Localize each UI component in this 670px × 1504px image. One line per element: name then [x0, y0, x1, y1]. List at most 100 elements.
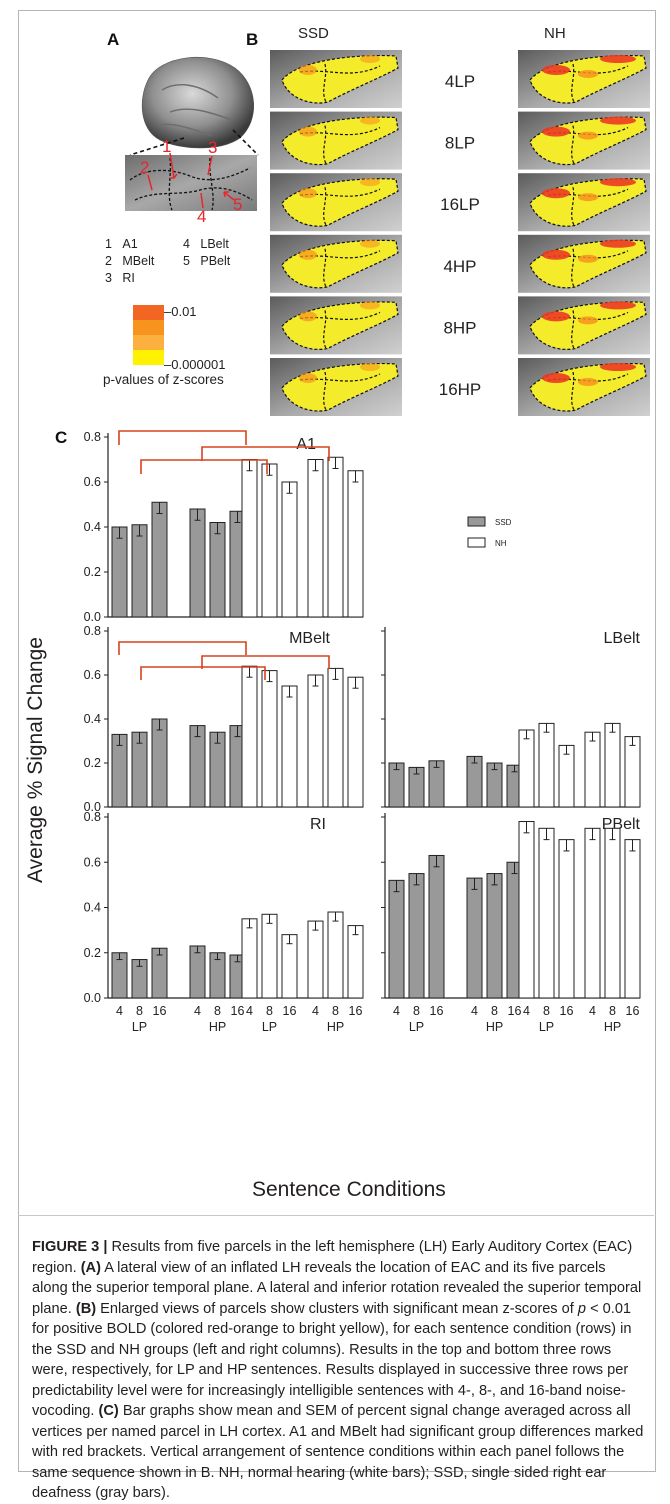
x-tick-label: 4 [246, 1004, 253, 1018]
legend-swatch-nh [467, 537, 486, 548]
bar-nh-16-hp [624, 839, 641, 999]
significance-bracket-a1-1 [118, 430, 247, 445]
bar-ssd-16-lp [151, 501, 168, 618]
p-value-colorbar: –0.01 –0.000001 [133, 304, 273, 400]
bar-chart-mbelt: 0.0 0.2 0.4 0.6 0.8 MBelt [84, 624, 364, 814]
bar-nh-16-lp [281, 685, 298, 808]
nh-activation-map-8LP [518, 111, 650, 170]
bar-nh-4-lp [241, 665, 258, 808]
significance-bracket-a1-2 [140, 459, 268, 474]
bar-ssd-8-lp [408, 873, 425, 999]
condition-label-4HP: 4HP [443, 257, 476, 276]
x-tick-label: 16 [153, 1004, 167, 1018]
x-tick-label: 8 [332, 1004, 339, 1018]
bar-nh-4-hp [307, 459, 324, 618]
column-header-nh: NH [544, 25, 566, 42]
y-tick-label: 0.4 [84, 520, 101, 534]
significance-bracket-mbelt-3 [201, 655, 330, 669]
y-tick-label: 0.6 [84, 668, 101, 682]
x-tick-label: 8 [266, 1004, 273, 1018]
bar-nh-16-hp [624, 736, 641, 808]
panel-title-a1: A1 [296, 436, 316, 453]
condition-label-16HP: 16HP [439, 380, 482, 399]
panel-a-label: A [107, 30, 120, 49]
panel-title-mbelt: MBelt [289, 630, 330, 647]
bar-nh-4-lp [241, 918, 258, 999]
y-tick-label: 0.4 [84, 712, 101, 726]
bar-nh-4-hp [584, 731, 601, 808]
marker-2: 2 [140, 158, 149, 177]
y-tick-label: 0.8 [84, 430, 101, 444]
y-tick-label: 0.6 [84, 475, 101, 489]
nh-activation-map-16LP [518, 173, 650, 232]
x-tick-label: 8 [543, 1004, 550, 1018]
bar-ssd-8-hp [486, 873, 503, 999]
figure-label: FIGURE 3 | [32, 1239, 108, 1255]
bar-ssd-4-hp [466, 755, 483, 808]
figure-caption: FIGURE 3 | Results from five parcels in … [18, 1215, 654, 1504]
x-tick-label: 4 [393, 1004, 400, 1018]
bar-nh-4-hp [584, 827, 601, 999]
bar-ssd-4-hp [189, 945, 206, 999]
bar-nh-8-hp [327, 456, 344, 618]
colorbar-top-label: 0.01 [171, 304, 197, 319]
x-tick-label: 16 [349, 1004, 363, 1018]
colorbar-swatch-1 [133, 305, 164, 320]
panel-title-ri: RI [310, 816, 326, 833]
parcel-markers: 1 2 3 4 5 [140, 137, 242, 226]
x-axis-title: Sentence Conditions [252, 1178, 446, 1201]
bar-nh-8-hp [327, 911, 344, 999]
legend-label-ssd: SSD [495, 518, 512, 527]
panel-c-label: C [55, 428, 68, 447]
x-tick-label: 4 [312, 1004, 319, 1018]
bar-nh-8-lp [538, 827, 555, 999]
bar-nh-4-lp [518, 729, 535, 808]
bar-ssd-16-lp [151, 947, 168, 999]
condition-label-16LP: 16LP [440, 195, 480, 214]
condition-label-4LP: 4LP [445, 72, 475, 91]
x-tick-label: 8 [413, 1004, 420, 1018]
bar-nh-8-hp [604, 722, 621, 808]
ssd-activation-map-16LP [270, 173, 402, 232]
bar-nh-16-hp [347, 676, 364, 808]
colorbar-swatch-3 [133, 335, 164, 350]
x-group-label: HP [327, 1020, 344, 1034]
ssd-activation-map-8LP [270, 111, 402, 170]
x-group-label: HP [209, 1020, 226, 1034]
colorbar-swatch-2 [133, 320, 164, 335]
x-tick-label: 16 [430, 1004, 444, 1018]
x-group-label: HP [486, 1020, 503, 1034]
x-tick-label: 8 [491, 1004, 498, 1018]
marker-4: 4 [197, 207, 206, 226]
y-tick-label: 0.4 [84, 901, 101, 915]
inflated-brain [141, 57, 254, 149]
bar-ssd-8-hp [209, 522, 226, 618]
ssd-activation-map-4HP [270, 234, 402, 293]
marker-3: 3 [208, 138, 217, 157]
column-header-ssd: SSD [298, 25, 329, 42]
x-tick-label: 16 [626, 1004, 640, 1018]
ssd-activation-map-16HP [270, 358, 402, 416]
bar-charts: 0.0 0.2 0.4 0.6 0.8 A1 0.0 0.2 0.4 0.6 0.8 MBelt LBe… [84, 430, 641, 1034]
colorbar-swatch-4 [133, 350, 164, 365]
panel-b-brain-grid: 4LP 8LP 16LP 4HP 8HP 16HP [270, 50, 650, 416]
x-tick-label: 4 [194, 1004, 201, 1018]
x-tick-label: 16 [231, 1004, 245, 1018]
x-tick-label: 4 [471, 1004, 478, 1018]
x-tick-label: 4 [589, 1004, 596, 1018]
superior-temporal-plane-view [125, 155, 257, 211]
significance-bracket-a1-3 [201, 446, 330, 461]
marker-1: 1 [162, 137, 171, 156]
bar-ssd-16-lp [151, 718, 168, 808]
y-tick-label: 0.2 [84, 946, 101, 960]
bar-ssd-4-lp [388, 879, 405, 999]
x-tick-label: 4 [523, 1004, 530, 1018]
significance-bracket-mbelt-1 [118, 641, 247, 655]
bar-ssd-4-hp [189, 508, 206, 618]
bar-chart-a1: 0.0 0.2 0.4 0.6 0.8 A1 [84, 430, 364, 624]
y-tick-label: 0.8 [84, 624, 101, 638]
bar-ssd-4-lp [111, 526, 128, 618]
chart-legend: SSD NH [467, 516, 512, 548]
x-tick-label: 16 [560, 1004, 574, 1018]
